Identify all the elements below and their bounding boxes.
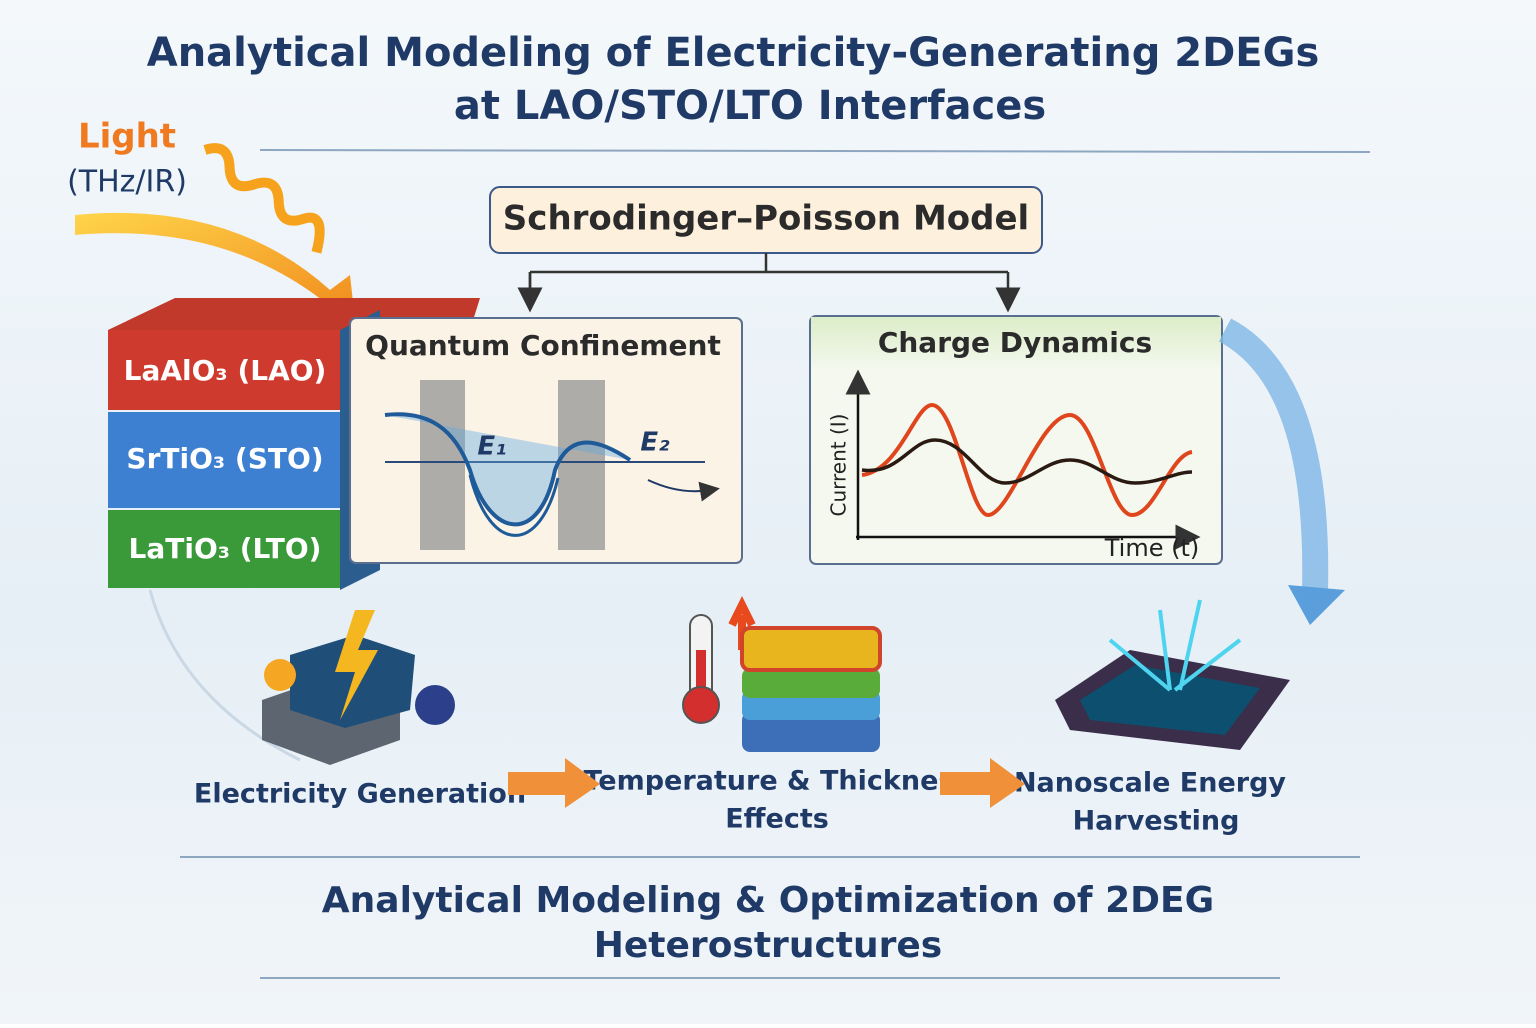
stage-label: Nanoscale Energy	[1014, 768, 1286, 799]
title: at LAO/STO/LTO Interfaces	[454, 83, 1046, 129]
signal-curve	[861, 402, 1193, 518]
stage-label: Electricity Generation	[194, 779, 526, 810]
model-label: Schrodinger–Poisson Model	[503, 199, 1029, 239]
stage-arrow	[508, 758, 600, 808]
panel-title: Quantum Confinement	[365, 329, 721, 362]
barrier	[420, 380, 465, 550]
axis-label: Current (I)	[827, 414, 851, 517]
layer	[108, 510, 340, 588]
flow-arrow	[647, 479, 720, 502]
layer-label: LaAlO₃ (LAO)	[124, 354, 327, 387]
stage-label: Harvesting	[1073, 806, 1240, 837]
chip-icon	[1055, 599, 1290, 750]
connector	[528, 253, 1008, 300]
layer-label: LaTiO₃ (LTO)	[129, 532, 322, 565]
flow-arc	[1218, 318, 1329, 591]
light-wave	[203, 143, 325, 254]
layer	[108, 330, 340, 410]
wavefunction	[384, 412, 632, 527]
layer-label: SrTiO₃ (STO)	[126, 442, 323, 475]
energy-level: E₁	[477, 432, 506, 462]
energy-level: E₂	[640, 428, 670, 458]
layer	[108, 412, 340, 508]
signal-curve	[861, 438, 1193, 485]
footer: Analytical Modeling & Optimization of 2D…	[322, 880, 1214, 921]
wavefunction	[468, 474, 560, 537]
thermo-icon	[682, 596, 882, 752]
panel-title: Charge Dynamics	[878, 326, 1152, 359]
divider	[259, 149, 1371, 153]
generator-icon	[262, 610, 455, 765]
flow-arc-head	[1288, 585, 1345, 625]
footer: Heterostructures	[594, 925, 942, 966]
flow-arc	[148, 589, 301, 762]
axis-label: Time (t)	[1104, 534, 1200, 562]
stage-arrow	[940, 758, 1025, 808]
light-range: (THz/IR)	[67, 165, 187, 200]
stage-label: Effects	[725, 804, 829, 835]
title: Analytical Modeling of Electricity-Gener…	[147, 30, 1320, 76]
stage-label: Temperature & Thickness	[583, 766, 970, 797]
barrier	[558, 380, 605, 550]
light-label: Light	[78, 117, 176, 157]
panel-header	[811, 317, 1221, 369]
